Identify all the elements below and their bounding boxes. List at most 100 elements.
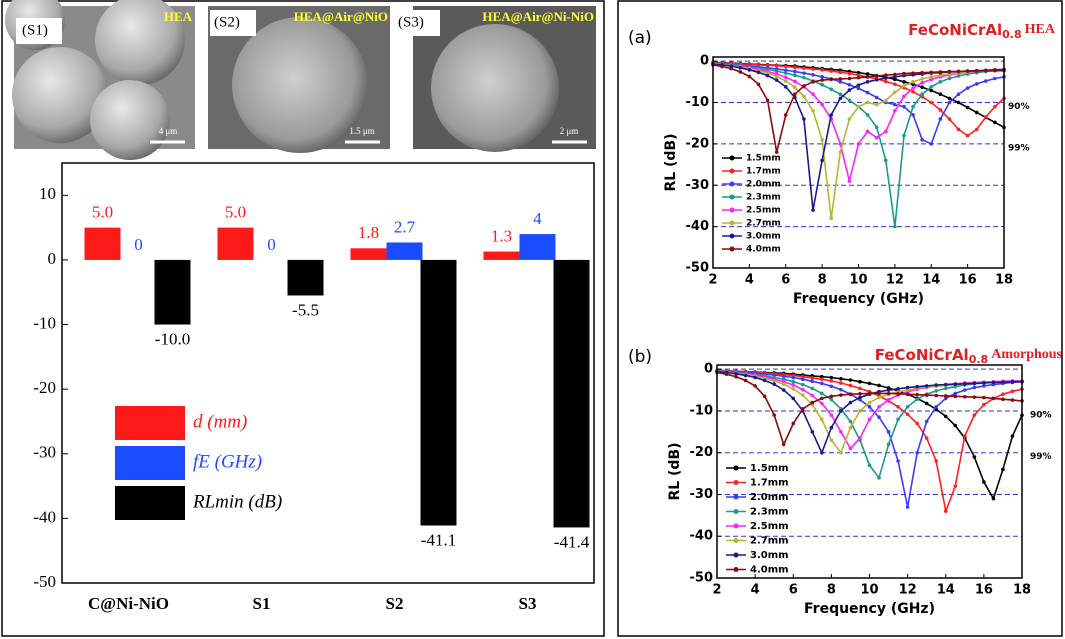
point (793, 79, 797, 84)
point (865, 90, 870, 95)
point (772, 413, 776, 417)
point (874, 95, 879, 100)
point (838, 96, 843, 101)
point (883, 79, 888, 84)
point (902, 94, 906, 99)
y-tick-label: -20 (686, 136, 710, 151)
y-tick-label: 0 (48, 249, 57, 268)
point (965, 133, 970, 138)
point (972, 455, 977, 459)
legend-swatch (115, 446, 185, 480)
value-label: 4 (533, 209, 542, 228)
point (800, 382, 805, 387)
point (753, 384, 757, 388)
point (810, 430, 815, 434)
point (858, 395, 862, 400)
point (902, 84, 906, 88)
y-tick-label: -50 (686, 261, 710, 276)
point (811, 67, 815, 71)
legend-marker (729, 207, 735, 213)
x-tick-label: C@Ni-NiO (88, 594, 169, 613)
point (920, 137, 924, 142)
point (865, 80, 870, 84)
point (905, 412, 910, 417)
y-tick-label: 0 (704, 362, 713, 377)
legend-label: 1.5mm (746, 154, 781, 164)
point (947, 96, 952, 101)
point (974, 82, 979, 86)
point (772, 379, 776, 383)
legend-label: 3.0mm (750, 550, 789, 561)
point (856, 83, 861, 87)
point (820, 68, 824, 72)
point (781, 379, 786, 384)
point (896, 404, 900, 409)
legend-marker (729, 220, 735, 226)
point (974, 127, 979, 132)
scale-label: 1.5 μm (349, 126, 374, 136)
value-label: -41.1 (421, 530, 456, 549)
point (938, 117, 943, 121)
y-tick-label: -50 (33, 572, 56, 591)
point (938, 108, 943, 112)
scale-label: 2 μm (560, 126, 579, 136)
legend-swatch (115, 406, 185, 440)
legend-marker (733, 494, 739, 500)
bar (386, 242, 423, 260)
legend-marker (733, 567, 739, 572)
point (911, 86, 915, 90)
point (965, 105, 970, 110)
point (724, 372, 729, 376)
point (774, 150, 779, 154)
point (883, 76, 888, 80)
point (820, 102, 824, 107)
point (820, 401, 824, 406)
point (729, 66, 733, 71)
point (829, 384, 834, 389)
point (848, 400, 853, 405)
point (965, 69, 970, 73)
point (943, 414, 948, 419)
point (886, 397, 891, 402)
point (811, 80, 815, 84)
point (781, 382, 786, 387)
point (929, 84, 934, 89)
point (993, 76, 997, 81)
legend-label: fE (GHz) (193, 451, 262, 472)
point (905, 505, 910, 509)
point (743, 373, 748, 378)
point (847, 76, 852, 81)
point (905, 388, 910, 392)
point (963, 434, 967, 438)
point (929, 88, 934, 93)
point (993, 120, 997, 125)
point (877, 415, 881, 420)
point (865, 72, 870, 76)
point (915, 421, 919, 426)
title-main: FeCoNiCrAl (908, 21, 1002, 39)
image-label: (S3) (398, 14, 424, 30)
point (820, 137, 824, 142)
legend-label: 4.0mm (746, 245, 781, 255)
point (856, 86, 861, 91)
y-axis-label: RL (dB) (667, 442, 683, 500)
chart-title: FeCoNiCrAl0.8 HEA (908, 21, 1056, 42)
point (893, 102, 897, 107)
point (802, 84, 806, 88)
point (848, 383, 853, 388)
point (953, 484, 958, 488)
bar (553, 259, 590, 528)
point (765, 98, 770, 103)
legend-marker (729, 155, 735, 161)
legend-label: 2.5mm (750, 521, 789, 532)
point (974, 69, 979, 73)
label-box (394, 10, 440, 36)
point (791, 375, 796, 380)
point (867, 417, 872, 422)
point (1010, 389, 1015, 394)
legend-label: 2.3mm (750, 507, 789, 518)
point (867, 391, 872, 396)
x-tick-label: S1 (253, 594, 271, 613)
x-tick-label: 2 (712, 583, 721, 598)
point (920, 85, 924, 90)
